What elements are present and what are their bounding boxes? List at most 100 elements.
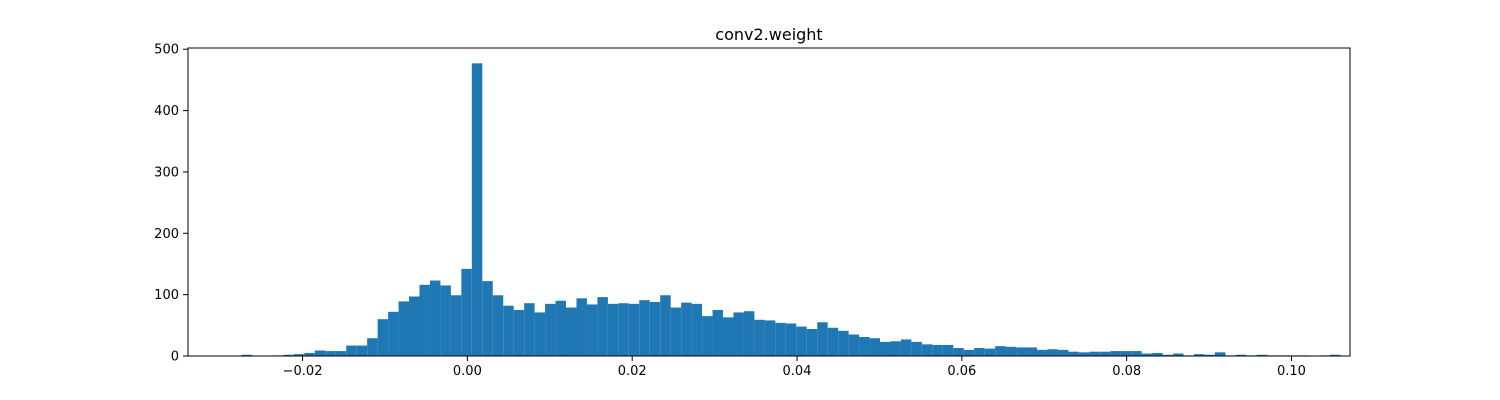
histogram-bar	[974, 348, 985, 356]
histogram-bar	[712, 309, 724, 356]
histogram-bar	[241, 354, 253, 356]
x-tick-label: 0.00	[453, 364, 482, 379]
histogram-bar	[398, 301, 410, 356]
y-tick-label: 100	[154, 288, 179, 303]
histogram-bar	[283, 354, 294, 356]
histogram-bar	[785, 323, 797, 356]
histogram-bar	[1037, 349, 1048, 356]
histogram-bar	[723, 317, 734, 356]
histogram-bar	[524, 303, 535, 356]
histogram-bar	[555, 300, 567, 356]
histogram-bar	[1099, 351, 1111, 356]
histogram-bar	[1162, 354, 1174, 356]
histogram-bar	[597, 297, 608, 356]
plot-frame	[187, 47, 1351, 357]
histogram-bar	[681, 302, 692, 356]
histogram-bar	[649, 302, 661, 356]
histogram-bar	[890, 341, 901, 356]
histogram-bar	[1204, 354, 1215, 356]
histogram-bar	[304, 352, 315, 356]
histogram-bar	[1005, 346, 1017, 356]
histogram-bar	[1152, 352, 1163, 356]
histogram-bar	[942, 344, 954, 356]
histogram-bar	[838, 330, 849, 356]
x-tick-label: −0.02	[283, 364, 323, 379]
histogram-bar	[660, 295, 671, 356]
histogram-bar	[450, 295, 462, 356]
histogram-bar	[545, 303, 556, 356]
histogram-bar	[586, 304, 598, 356]
histogram-bar	[1131, 351, 1142, 356]
y-axis: 0 100 200 300 400 500	[154, 43, 188, 365]
histogram-bar	[513, 309, 525, 356]
chart-title: conv2.weight	[715, 25, 822, 44]
histogram-bar	[1016, 347, 1027, 356]
histogram-bar	[984, 348, 996, 356]
histogram-bar	[482, 281, 493, 356]
histogram-bar	[754, 319, 765, 356]
histogram-bar	[639, 300, 650, 356]
histogram-bar	[576, 298, 587, 356]
histogram-bar	[471, 63, 483, 356]
histogram-bar	[963, 349, 975, 356]
histogram-bar	[764, 320, 776, 356]
histogram-bar	[796, 326, 807, 356]
x-tick-label: 0.02	[618, 364, 647, 379]
histogram-bar	[743, 311, 755, 356]
histogram-bar	[1078, 352, 1090, 356]
histogram-bar	[1193, 354, 1205, 356]
histogram-bar	[921, 344, 933, 356]
histogram-bar	[691, 303, 703, 356]
histogram-bar	[628, 303, 640, 356]
y-tick-label: 500	[154, 43, 179, 58]
histogram-bar	[806, 329, 818, 356]
histogram-bar	[702, 316, 713, 356]
histogram-bar	[607, 303, 619, 356]
x-tick-label: 0.04	[783, 364, 812, 379]
x-tick-label: 0.08	[1112, 364, 1141, 379]
histogram-bar	[817, 322, 828, 356]
histogram-bar	[1057, 349, 1069, 356]
histogram-bar	[419, 284, 430, 356]
histogram-bar	[1330, 354, 1341, 356]
histogram-bar	[1256, 354, 1268, 356]
histogram-bar	[293, 354, 305, 356]
histogram-bar	[869, 338, 881, 356]
histogram-bar	[880, 341, 891, 356]
histogram-bar	[848, 334, 860, 356]
histogram-bar	[409, 296, 420, 356]
histogram-bar	[775, 322, 786, 356]
histogram-bar	[911, 341, 922, 356]
histogram-bar	[618, 303, 629, 356]
histogram-bar	[1110, 351, 1121, 356]
histogram-bar	[566, 307, 577, 356]
histogram-bar	[1214, 352, 1226, 356]
y-tick-label: 200	[154, 227, 179, 242]
histogram-bar	[859, 336, 870, 356]
histogram-bar	[388, 311, 399, 356]
y-tick-label: 0	[171, 350, 179, 365]
histogram-bar	[503, 305, 514, 356]
histogram-bar	[377, 319, 389, 356]
bars-group	[241, 63, 1341, 356]
histogram-bar	[932, 344, 943, 356]
histogram-bar	[1120, 351, 1132, 356]
histogram-bar	[429, 280, 441, 356]
histogram-bar	[1068, 351, 1079, 356]
histogram-bar	[1235, 354, 1247, 356]
histogram-bar	[953, 348, 964, 356]
histogram-bar	[325, 351, 336, 356]
histogram-bar	[1173, 353, 1184, 356]
histogram-bar	[900, 339, 912, 356]
y-tick-label: 400	[154, 104, 179, 119]
histogram-bar	[356, 345, 368, 356]
histogram-bar	[367, 338, 378, 356]
x-axis: −0.02 0.00 0.02 0.04 0.06 0.08 0.10	[283, 356, 1306, 379]
y-tick-label: 300	[154, 165, 179, 180]
histogram-bar	[995, 346, 1006, 356]
histogram-bar	[461, 268, 472, 356]
histogram-bar	[1026, 347, 1038, 356]
histogram-bar	[440, 285, 451, 356]
histogram-bar	[492, 295, 504, 356]
